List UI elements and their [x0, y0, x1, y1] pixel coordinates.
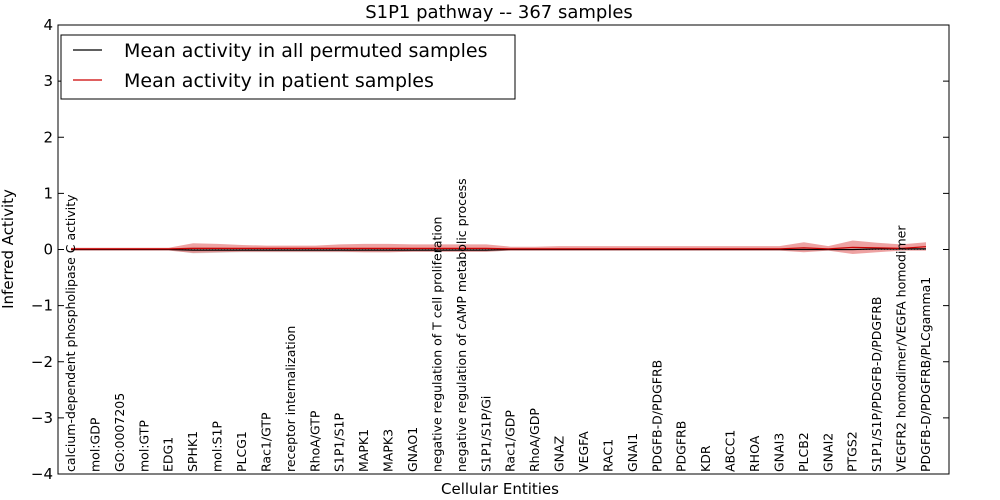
category-label: GNAI3	[771, 433, 786, 472]
line-permuted-mean	[71, 248, 926, 251]
y-tick-label: 0	[43, 241, 53, 259]
category-label: PTGS2	[845, 431, 860, 472]
legend-label-patient: Mean activity in patient samples	[124, 70, 434, 92]
y-axis-label: Inferred Activity	[0, 189, 17, 309]
category-label: GNAZ	[552, 436, 567, 472]
category-label: PDGFB-D/PDGFRB	[649, 360, 664, 472]
category-label: mol:S1P	[210, 421, 225, 472]
chart-title: S1P1 pathway -- 367 samples	[365, 2, 633, 23]
y-tick-label: −2	[31, 353, 53, 371]
y-tick-label: −1	[31, 297, 53, 315]
category-label: S1P1/S1P/Gi	[478, 396, 493, 472]
category-label: RhoA/GDP	[527, 408, 542, 472]
category-label: GNAI1	[625, 433, 640, 472]
category-label: SPHK1	[185, 431, 200, 472]
x-axis-categories: calcium-dependent phospholipase C activi…	[63, 178, 933, 472]
category-label: VEGFA	[576, 431, 591, 472]
category-label: VEGFR2 homodimer/VEGFA homodimer	[894, 225, 909, 472]
category-label: PDGFB-D/PDGFRB/PLCgamma1	[918, 277, 933, 472]
legend-label-permuted: Mean activity in all permuted samples	[124, 40, 487, 62]
category-label: GNAI2	[820, 433, 835, 472]
category-label: negative regulation of T cell proliferat…	[429, 217, 444, 472]
category-label: Rac1/GTP	[258, 412, 273, 472]
category-label: mol:GDP	[87, 417, 102, 472]
category-label: calcium-dependent phospholipase C activi…	[63, 194, 78, 472]
y-tick-label: 3	[43, 72, 53, 90]
category-label: RHOA	[747, 435, 762, 472]
y-tick-label: −3	[31, 409, 53, 427]
category-label: MAPK3	[381, 429, 396, 472]
x-axis-label: Cellular Entities	[441, 480, 559, 498]
category-label: mol:GTP	[136, 420, 151, 472]
y-tick-label: 2	[43, 128, 53, 146]
category-label: S1P1/S1P	[332, 413, 347, 472]
y-axis: 4 3 2 1 0 −1 −2 −3 −4	[31, 16, 949, 483]
line-patient-mean	[71, 246, 927, 250]
category-label: negative regulation of cAMP metabolic pr…	[454, 178, 469, 472]
legend-box	[60, 34, 516, 100]
category-label: KDR	[698, 445, 713, 472]
category-label: S1P1/S1P/PDGFB-D/PDGFRB	[869, 297, 884, 473]
category-label: Rac1/GDP	[503, 410, 518, 472]
category-label: GNAO1	[405, 427, 420, 472]
category-label: ABCC1	[723, 430, 738, 472]
category-label: RhoA/GTP	[307, 410, 322, 472]
band-patient	[71, 240, 926, 254]
y-tick-label: 1	[43, 184, 53, 202]
y-tick-label: 4	[43, 16, 53, 34]
category-label: PLCB2	[796, 432, 811, 472]
series-lines	[71, 246, 927, 251]
category-label: PDGFRB	[674, 421, 689, 472]
category-label: RAC1	[600, 439, 615, 472]
category-label: GO:0007205	[112, 393, 127, 472]
category-label: PLCG1	[234, 431, 249, 472]
confidence-bands	[71, 240, 926, 254]
category-label: MAPK1	[356, 429, 371, 472]
y-tick-label: −4	[31, 465, 53, 483]
category-label: EDG1	[161, 437, 176, 472]
category-label: receptor internalization	[283, 326, 298, 472]
legend: Mean activity in all permuted samples Me…	[60, 34, 516, 100]
